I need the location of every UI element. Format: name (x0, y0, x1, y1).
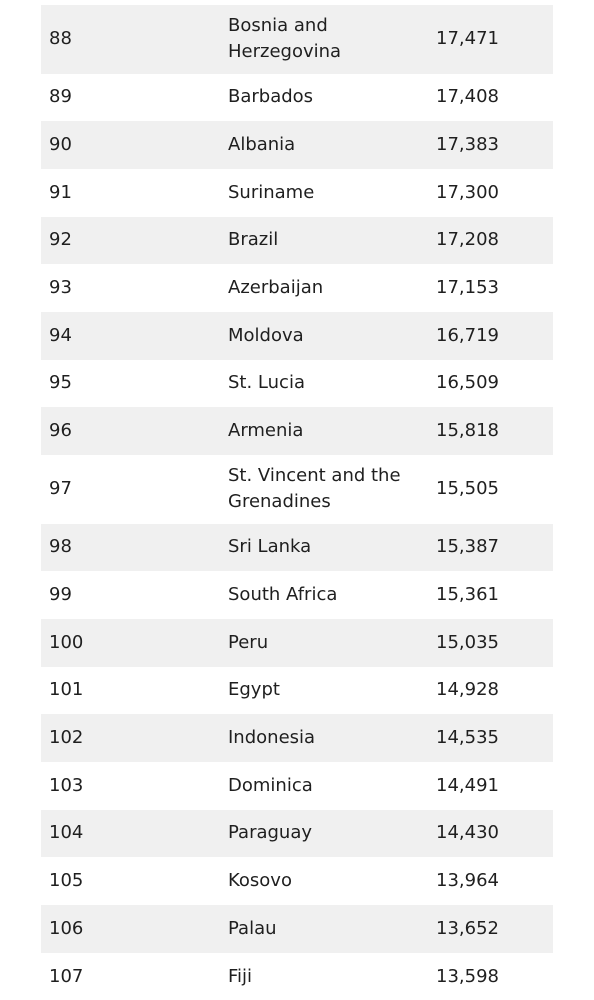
value-cell: 17,300 (436, 181, 499, 203)
country-cell: Kosovo (228, 870, 292, 892)
rank-cell: 103 (49, 774, 84, 796)
value-cell: 15,505 (436, 478, 499, 500)
value-cell: 13,652 (436, 917, 499, 939)
country-cell: Moldova (228, 324, 304, 346)
table-row: 92 Brazil 17,208 (41, 216, 553, 265)
country-cell: South Africa (228, 584, 338, 606)
rank-cell: 104 (49, 822, 84, 844)
country-cell: Fiji (228, 965, 253, 987)
table-row: 88 Bosnia and Herzegovina 17,471 (41, 5, 553, 74)
value-cell: 14,535 (436, 727, 499, 749)
country-cell: Paraguay (228, 822, 313, 844)
table-row: 104 Paraguay 14,430 (41, 809, 553, 858)
rank-cell: 88 (49, 28, 72, 50)
rank-cell: 106 (49, 917, 84, 939)
rank-cell: 101 (49, 679, 84, 701)
rank-cell: 92 (49, 229, 72, 251)
table-row: 105 Kosovo 13,964 (41, 857, 553, 905)
country-cell: St. Vincent and the Grenadines (228, 465, 401, 513)
table-row: 94 Moldova 16,719 (41, 311, 553, 360)
value-cell: 13,964 (436, 870, 499, 892)
value-cell: 15,818 (436, 420, 499, 442)
value-cell: 16,509 (436, 372, 499, 394)
value-cell: 17,471 (436, 28, 499, 50)
table-row: 102 Indonesia 14,535 (41, 714, 553, 762)
table-row: 101 Egypt 14,928 (41, 667, 553, 715)
table-row: 90 Albania 17,383 (41, 121, 553, 169)
value-cell: 14,928 (436, 679, 499, 701)
rank-cell: 99 (49, 584, 72, 606)
country-cell: Azerbaijan (228, 277, 324, 299)
rank-cell: 94 (49, 324, 72, 346)
table-row: 96 Armenia 15,818 (41, 407, 553, 455)
table-row: 103 Dominica 14,491 (41, 762, 553, 810)
country-cell: Armenia (228, 420, 304, 442)
rank-cell: 98 (49, 536, 72, 558)
value-cell: 14,491 (436, 774, 499, 796)
table-row: 100 Peru 15,035 (41, 618, 553, 667)
rank-cell: 102 (49, 727, 84, 749)
table-row: 95 St. Lucia 16,509 (41, 360, 553, 408)
country-cell: St. Lucia (228, 372, 305, 394)
rank-cell: 100 (49, 631, 84, 653)
table-row: 91 Suriname 17,300 (41, 169, 553, 217)
country-cell: Brazil (228, 229, 279, 251)
value-cell: 15,035 (436, 631, 499, 653)
country-cell: Sri Lanka (228, 536, 312, 558)
value-cell: 17,408 (436, 86, 499, 108)
rank-cell: 91 (49, 181, 72, 203)
value-cell: 17,383 (436, 134, 499, 156)
country-cell: Bosnia and Herzegovina (228, 15, 342, 63)
value-cell: 16,719 (436, 324, 499, 346)
country-cell: Egypt (228, 679, 280, 701)
value-cell: 15,387 (436, 536, 499, 558)
country-cell: Dominica (228, 774, 313, 796)
country-cell: Palau (228, 917, 277, 939)
table-row: 89 Barbados 17,408 (41, 74, 553, 122)
value-cell: 14,430 (436, 822, 499, 844)
value-cell: 13,598 (436, 965, 499, 987)
value-cell: 17,208 (436, 229, 499, 251)
table-row: 98 Sri Lanka 15,387 (41, 523, 553, 572)
ranking-table: 88 Bosnia and Herzegovina 17,471 89 Barb… (41, 5, 553, 1000)
country-cell: Indonesia (228, 727, 316, 749)
table-row: 107 Fiji 13,598 (41, 953, 553, 1000)
rank-cell: 107 (49, 965, 84, 987)
rank-cell: 96 (49, 420, 72, 442)
rank-cell: 89 (49, 86, 72, 108)
country-cell: Barbados (228, 86, 314, 108)
rank-cell: 90 (49, 134, 72, 156)
rank-cell: 105 (49, 870, 84, 892)
rank-cell: 97 (49, 478, 72, 500)
value-cell: 17,153 (436, 277, 499, 299)
table-row: 97 St. Vincent and the Grenadines 15,505 (41, 455, 553, 524)
table-row: 99 South Africa 15,361 (41, 571, 553, 619)
country-cell: Suriname (228, 181, 315, 203)
rank-cell: 95 (49, 372, 72, 394)
value-cell: 15,361 (436, 584, 499, 606)
country-cell: Albania (228, 134, 296, 156)
rank-cell: 93 (49, 277, 72, 299)
table-row: 106 Palau 13,652 (41, 905, 553, 953)
table-row: 93 Azerbaijan 17,153 (41, 264, 553, 312)
country-cell: Peru (228, 631, 269, 653)
